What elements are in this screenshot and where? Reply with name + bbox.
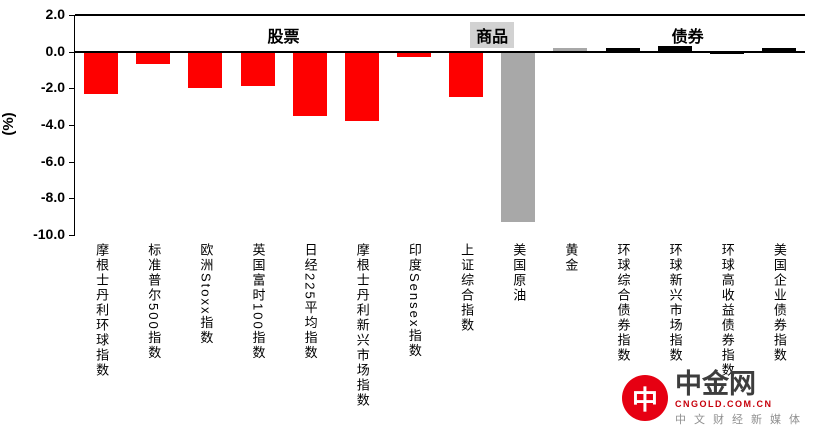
chart-bar xyxy=(501,51,536,223)
chart-bar xyxy=(84,51,119,94)
y-tick-mark xyxy=(69,198,75,200)
section-label: 商品 xyxy=(470,22,515,48)
category-label: 上证综合指数 xyxy=(459,243,475,333)
y-tick-label: -6.0 xyxy=(40,152,65,169)
y-tick-mark xyxy=(69,88,75,90)
chart-bar xyxy=(449,51,484,98)
chart-bar xyxy=(553,47,588,52)
y-tick-label: -4.0 xyxy=(40,116,65,132)
watermark-brand: 中金网 xyxy=(675,368,756,399)
y-tick-label: -10.0 xyxy=(33,226,65,242)
chart-bar xyxy=(240,51,275,87)
chart-bar xyxy=(136,51,171,65)
y-tick-mark xyxy=(69,235,75,236)
watermark-tagline: 中文财经新媒体 xyxy=(675,414,808,426)
category-label: 标准普尔500指数 xyxy=(146,243,162,361)
y-tick-mark xyxy=(69,15,75,16)
y-tick-label: 0.0 xyxy=(45,42,65,59)
category-label: 日经225平均指数 xyxy=(302,243,318,361)
chart-bar xyxy=(396,51,431,58)
category-label: 英国富时100指数 xyxy=(250,243,266,361)
chart-bar xyxy=(188,51,223,89)
y-tick-mark xyxy=(69,51,75,53)
category-label: 印度Sensex指数 xyxy=(406,243,422,359)
category-label: 环球高收益债券指数 xyxy=(719,243,735,378)
y-tick-label: 2.0 xyxy=(45,6,65,22)
cngold-logo-icon: 中 xyxy=(622,375,668,422)
watermark-text: 中金网 CNGOLD.COM.CN 中文财经新媒体 xyxy=(675,368,808,427)
chart-bar xyxy=(605,47,640,52)
category-label: 环球新兴市场指数 xyxy=(667,243,683,363)
zero-axis-line xyxy=(75,50,805,53)
category-label: 美国原油 xyxy=(511,243,527,303)
y-tick-mark xyxy=(69,125,75,126)
chart-bar xyxy=(761,47,796,52)
category-label: 摩根士丹利环球指数 xyxy=(94,243,110,378)
watermark-domain: CNGOLD.COM.CN xyxy=(675,399,773,409)
category-label: 欧洲Stoxx指数 xyxy=(198,243,214,346)
plot-top-border xyxy=(75,14,805,16)
category-label: 美国企业债券指数 xyxy=(771,243,787,363)
y-tick-label: -2.0 xyxy=(40,79,65,96)
y-tick-label: -8.0 xyxy=(40,189,65,206)
chart-bar xyxy=(292,51,327,116)
chart-bar xyxy=(709,51,744,54)
category-label: 黄金 xyxy=(563,243,579,273)
section-label: 股票 xyxy=(267,29,300,46)
chart-bar xyxy=(344,51,379,122)
cngold-watermark: 中 中金网 CNGOLD.COM.CN 中文财经新媒体 xyxy=(622,368,808,427)
chart-bar xyxy=(657,46,692,52)
section-label: 债券 xyxy=(671,29,704,46)
category-label: 环球综合债券指数 xyxy=(615,243,631,363)
y-tick-mark xyxy=(69,161,75,163)
category-label: 摩根士丹利新兴市场指数 xyxy=(354,243,370,408)
